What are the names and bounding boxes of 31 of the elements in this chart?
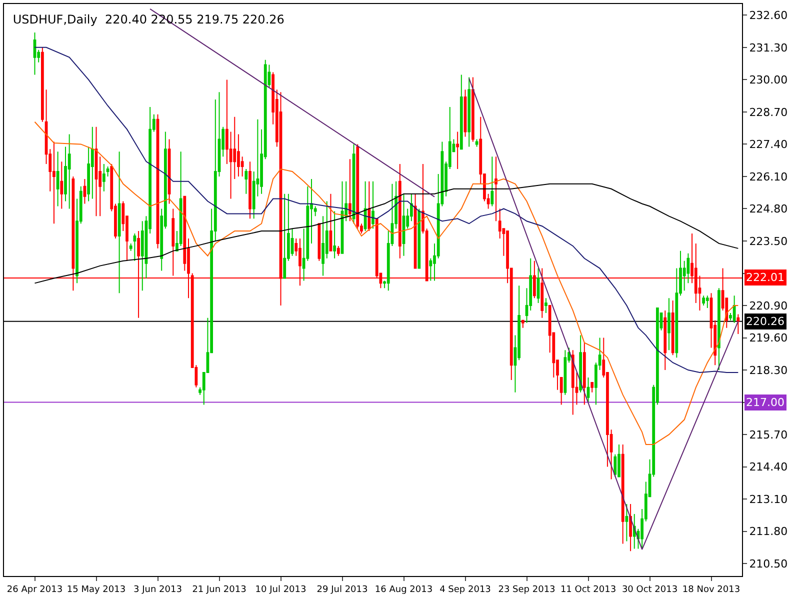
y-tick-label: 232.60 [749,9,788,22]
x-tick-label: 4 Sep 2013 [440,584,491,595]
y-tick-label: 226.10 [749,170,788,184]
x-tick-label: 3 Jun 2013 [134,584,182,595]
x-tick-label: 15 May 2013 [66,584,126,595]
y-tick-label: 230.00 [749,74,788,87]
y-tick-label: 223.50 [749,234,788,248]
y-tick-label: 227.40 [749,138,788,152]
ref-line-label: 217.00 [746,396,784,409]
x-tick-label: 11 Oct 2013 [560,584,616,595]
x-tick-label: 18 Nov 2013 [682,584,740,595]
y-tick-label: 220.90 [749,299,788,312]
ref-line-label: 220.26 [746,315,784,328]
y-tick-label: 214.40 [749,460,788,474]
ref-line-label: 222.01 [746,271,784,284]
x-tick-label: 30 Oct 2013 [622,584,678,595]
y-tick-label: 213.10 [749,492,788,506]
x-tick-label: 16 Aug 2013 [374,584,433,595]
y-tick-label: 231.30 [749,41,788,54]
y-tick-label: 228.70 [749,106,788,119]
y-tick-label: 218.30 [749,364,788,377]
y-tick-label: 215.70 [749,428,788,442]
x-tick-label: 23 Sep 2013 [498,584,556,595]
x-tick-label: 26 Apr 2013 [6,584,63,595]
x-tick-label: 10 Jul 2013 [255,584,306,595]
y-tick-label: 211.80 [749,525,788,538]
y-tick-label: 219.60 [749,332,788,345]
x-tick-label: 21 Jun 2013 [192,584,246,595]
x-tick-label: 29 Jul 2013 [316,584,368,595]
y-tick-label: 224.80 [749,202,788,216]
y-tick-label: 210.50 [749,557,788,570]
